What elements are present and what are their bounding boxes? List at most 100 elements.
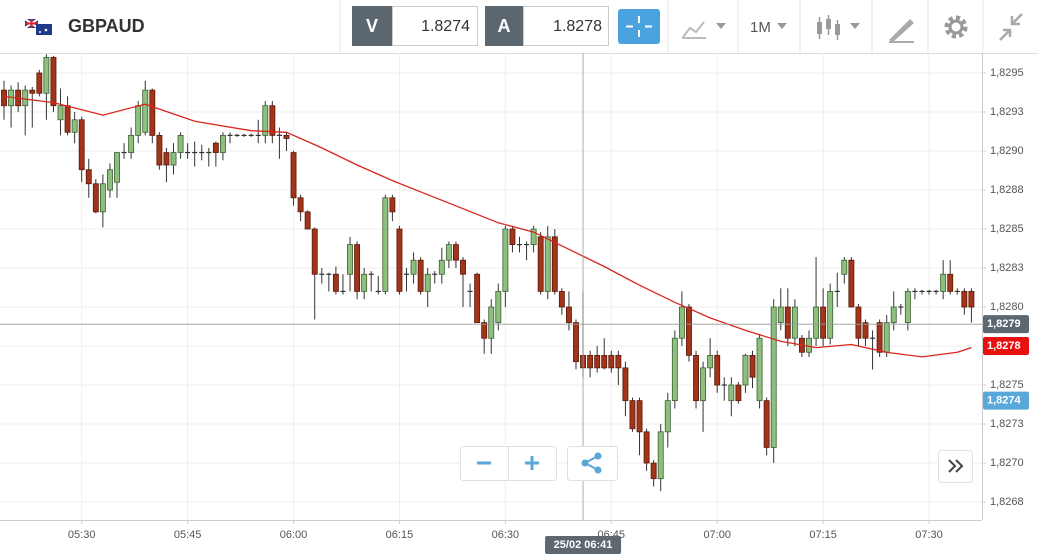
candle-body bbox=[347, 244, 353, 275]
y-tick-label: 1,8280 bbox=[990, 301, 1024, 313]
bid-price: 1.8274 bbox=[421, 18, 470, 35]
candle-body bbox=[269, 105, 276, 136]
candle-body bbox=[71, 119, 78, 133]
chart-type-button[interactable] bbox=[682, 21, 726, 39]
candle-body bbox=[904, 291, 911, 324]
candle-body bbox=[361, 273, 368, 292]
candle-body bbox=[85, 169, 92, 185]
crosshair-x-tag bbox=[545, 536, 622, 554]
symbol: GBPAUD bbox=[68, 16, 145, 36]
candle-body bbox=[99, 183, 106, 213]
candle-body bbox=[177, 134, 184, 153]
candle-body bbox=[693, 354, 699, 402]
candle-body bbox=[417, 259, 424, 292]
x-tick-label: 05:30 bbox=[68, 529, 96, 541]
candle-body bbox=[551, 236, 558, 292]
candle-body bbox=[114, 152, 120, 183]
candle-body bbox=[629, 400, 636, 430]
candle-body bbox=[530, 228, 537, 246]
candle-body bbox=[657, 431, 664, 480]
candle-body bbox=[389, 197, 396, 213]
candle-body bbox=[700, 367, 707, 402]
x-tick-label: 06:00 bbox=[280, 529, 308, 541]
candle-body bbox=[488, 306, 495, 339]
candle-body bbox=[332, 273, 339, 292]
candle-body bbox=[707, 354, 714, 369]
scroll-end-button[interactable] bbox=[948, 459, 964, 473]
candle-body bbox=[396, 228, 403, 292]
candle-body bbox=[643, 431, 650, 464]
candle-body bbox=[509, 228, 516, 246]
candle-body bbox=[636, 400, 643, 433]
candle-body bbox=[502, 228, 509, 292]
timeframe-arrow bbox=[777, 23, 787, 29]
candle-body bbox=[587, 354, 594, 369]
candle-body bbox=[481, 322, 488, 339]
price-tag-label: 1,8274 bbox=[987, 395, 1022, 407]
candle-body bbox=[883, 322, 890, 353]
y-tick-label: 1,8268 bbox=[990, 496, 1024, 508]
draw-button[interactable] bbox=[889, 19, 914, 43]
bid-box bbox=[392, 6, 478, 46]
candle-body bbox=[212, 142, 219, 153]
candle-body bbox=[650, 462, 657, 480]
candle-body bbox=[354, 244, 361, 292]
price-tag bbox=[983, 391, 1029, 410]
x-tick-label: 06:30 bbox=[492, 529, 520, 541]
candle-body bbox=[382, 197, 389, 292]
candle-body bbox=[107, 169, 113, 191]
collapse-button[interactable] bbox=[999, 13, 1023, 41]
candle-body bbox=[841, 259, 848, 275]
candle-body bbox=[495, 291, 502, 324]
candle-body bbox=[940, 273, 947, 292]
ask-box bbox=[523, 6, 609, 46]
candle-body bbox=[311, 228, 318, 275]
candle-body bbox=[22, 89, 29, 107]
candle-body bbox=[50, 56, 57, 107]
candle-body bbox=[544, 236, 551, 292]
price-tag-label: 1,8278 bbox=[987, 340, 1021, 352]
candle-body bbox=[135, 105, 142, 136]
x-tick-label: 07:00 bbox=[703, 529, 731, 541]
ask-button[interactable] bbox=[485, 6, 523, 46]
candle-body bbox=[848, 259, 855, 308]
candle-body bbox=[297, 197, 304, 213]
candle-body bbox=[735, 384, 742, 402]
candle-body bbox=[64, 105, 71, 133]
y-tick-label: 1,8283 bbox=[990, 262, 1024, 274]
candle-body bbox=[968, 291, 975, 308]
price-tag bbox=[983, 337, 1029, 356]
candle-body bbox=[813, 306, 820, 339]
timeframe[interactable]: 1M bbox=[750, 19, 771, 36]
candle-body bbox=[947, 273, 954, 292]
candle-body bbox=[686, 306, 692, 356]
candle-body bbox=[791, 306, 798, 339]
candle-body bbox=[615, 354, 622, 369]
candle-body bbox=[445, 244, 452, 261]
candle-body bbox=[36, 72, 43, 94]
zoom-in[interactable] bbox=[525, 456, 539, 470]
moving-average bbox=[3, 95, 972, 358]
ask-price: 1.8278 bbox=[553, 18, 602, 35]
candle-body bbox=[961, 291, 968, 308]
y-tick-label: 1,8295 bbox=[990, 67, 1024, 79]
bid-button[interactable] bbox=[352, 6, 392, 46]
candle-body bbox=[410, 259, 417, 275]
candle-body bbox=[43, 56, 50, 94]
crosshair-button[interactable] bbox=[618, 9, 660, 44]
candle-body bbox=[565, 306, 572, 324]
y-tick-label: 1,8275 bbox=[990, 379, 1024, 391]
crosshair-y-tag bbox=[983, 315, 1029, 334]
candle-style-button[interactable] bbox=[817, 15, 860, 40]
candle-body bbox=[827, 291, 834, 339]
candle-body bbox=[763, 400, 770, 448]
share-button[interactable] bbox=[581, 452, 602, 474]
candle-body bbox=[601, 354, 608, 369]
settings-button[interactable] bbox=[944, 15, 968, 39]
candle-body bbox=[452, 244, 459, 261]
candle-body bbox=[142, 89, 149, 133]
y-tick-label: 1,8288 bbox=[990, 184, 1024, 196]
candle-body bbox=[219, 134, 226, 153]
candle-body bbox=[777, 306, 784, 324]
